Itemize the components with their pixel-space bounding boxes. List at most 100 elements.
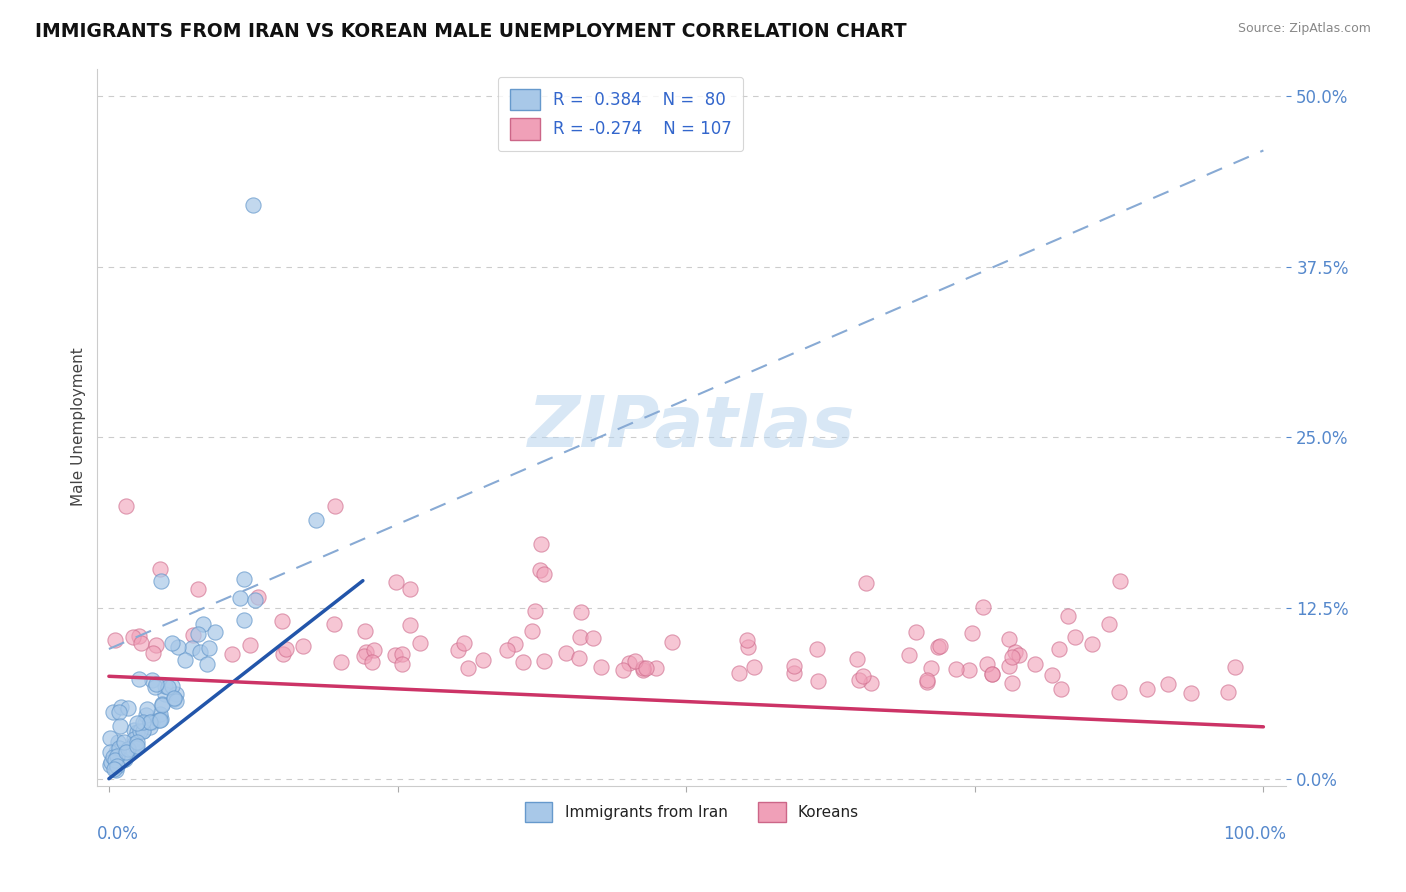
Point: [385, 574, 408, 589]
Point: [631, 660, 654, 674]
Point: [855, 576, 877, 591]
Point: [112, 735, 135, 749]
Text: 100.0%: 100.0%: [1223, 825, 1286, 843]
Point: [582, 631, 605, 645]
Point: [1223, 659, 1246, 673]
Point: [103, 705, 125, 719]
Point: [846, 652, 869, 666]
Point: [114, 752, 136, 766]
Point: [529, 564, 551, 578]
Point: [105, 745, 128, 759]
Point: [524, 604, 547, 618]
Point: [101, 750, 124, 764]
Point: [1001, 676, 1024, 690]
Point: [807, 674, 830, 689]
Point: [631, 663, 654, 677]
Point: [115, 745, 138, 759]
Point: [121, 742, 143, 756]
Point: [447, 642, 470, 657]
Point: [915, 673, 938, 687]
Point: [848, 673, 870, 687]
Point: [204, 625, 226, 640]
Point: [131, 636, 153, 650]
Point: [157, 680, 180, 694]
Point: [353, 624, 375, 638]
Point: [976, 657, 998, 671]
Point: [165, 694, 187, 708]
Point: [125, 739, 148, 754]
Point: [112, 753, 135, 767]
Point: [617, 656, 640, 670]
Text: ZIPatlas: ZIPatlas: [529, 392, 856, 461]
Point: [1057, 608, 1080, 623]
Point: [1004, 645, 1026, 659]
Point: [981, 666, 1004, 681]
Point: [165, 687, 187, 701]
Point: [512, 655, 534, 669]
Point: [1156, 677, 1178, 691]
Point: [305, 513, 328, 527]
Point: [117, 701, 139, 715]
Point: [981, 666, 1004, 681]
Point: [353, 649, 375, 664]
Point: [98, 731, 121, 746]
Point: [945, 662, 967, 676]
Point: [384, 648, 406, 662]
Point: [149, 562, 172, 576]
Point: [783, 659, 806, 673]
Point: [897, 648, 920, 663]
Point: [1064, 630, 1087, 644]
Text: IMMIGRANTS FROM IRAN VS KOREAN MALE UNEMPLOYMENT CORRELATION CHART: IMMIGRANTS FROM IRAN VS KOREAN MALE UNEM…: [35, 22, 907, 41]
Point: [624, 654, 647, 668]
Point: [110, 719, 132, 733]
Point: [783, 666, 806, 681]
Point: [1008, 648, 1031, 662]
Point: [1047, 642, 1070, 657]
Point: [125, 740, 148, 755]
Point: [174, 653, 197, 667]
Y-axis label: Male Unemployment: Male Unemployment: [72, 348, 86, 507]
Point: [197, 640, 219, 655]
Point: [186, 627, 208, 641]
Point: [1001, 649, 1024, 664]
Point: [221, 647, 243, 661]
Point: [149, 712, 172, 726]
Point: [1080, 637, 1102, 651]
Point: [661, 635, 683, 649]
Point: [125, 740, 148, 755]
Point: [998, 632, 1021, 646]
Point: [806, 642, 828, 657]
Point: [132, 723, 155, 738]
Point: [409, 636, 432, 650]
Point: [105, 763, 128, 777]
Legend: Immigrants from Iran, Koreans: Immigrants from Iran, Koreans: [519, 797, 865, 828]
Point: [122, 737, 145, 751]
Point: [138, 714, 160, 729]
Point: [920, 661, 942, 675]
Point: [453, 635, 475, 649]
Point: [554, 646, 576, 660]
Point: [141, 715, 163, 730]
Point: [149, 574, 172, 588]
Point: [1180, 685, 1202, 699]
Point: [1024, 657, 1046, 672]
Point: [163, 691, 186, 706]
Point: [153, 679, 176, 693]
Point: [928, 639, 950, 653]
Point: [104, 753, 127, 767]
Point: [644, 661, 666, 675]
Point: [330, 655, 353, 669]
Point: [232, 613, 254, 627]
Point: [143, 680, 166, 694]
Point: [181, 628, 204, 642]
Point: [239, 638, 262, 652]
Text: 0.0%: 0.0%: [97, 825, 139, 843]
Point: [135, 708, 157, 723]
Point: [139, 720, 162, 734]
Point: [271, 615, 294, 629]
Point: [852, 669, 875, 683]
Point: [105, 756, 128, 771]
Point: [391, 647, 413, 661]
Point: [471, 653, 494, 667]
Point: [104, 633, 127, 648]
